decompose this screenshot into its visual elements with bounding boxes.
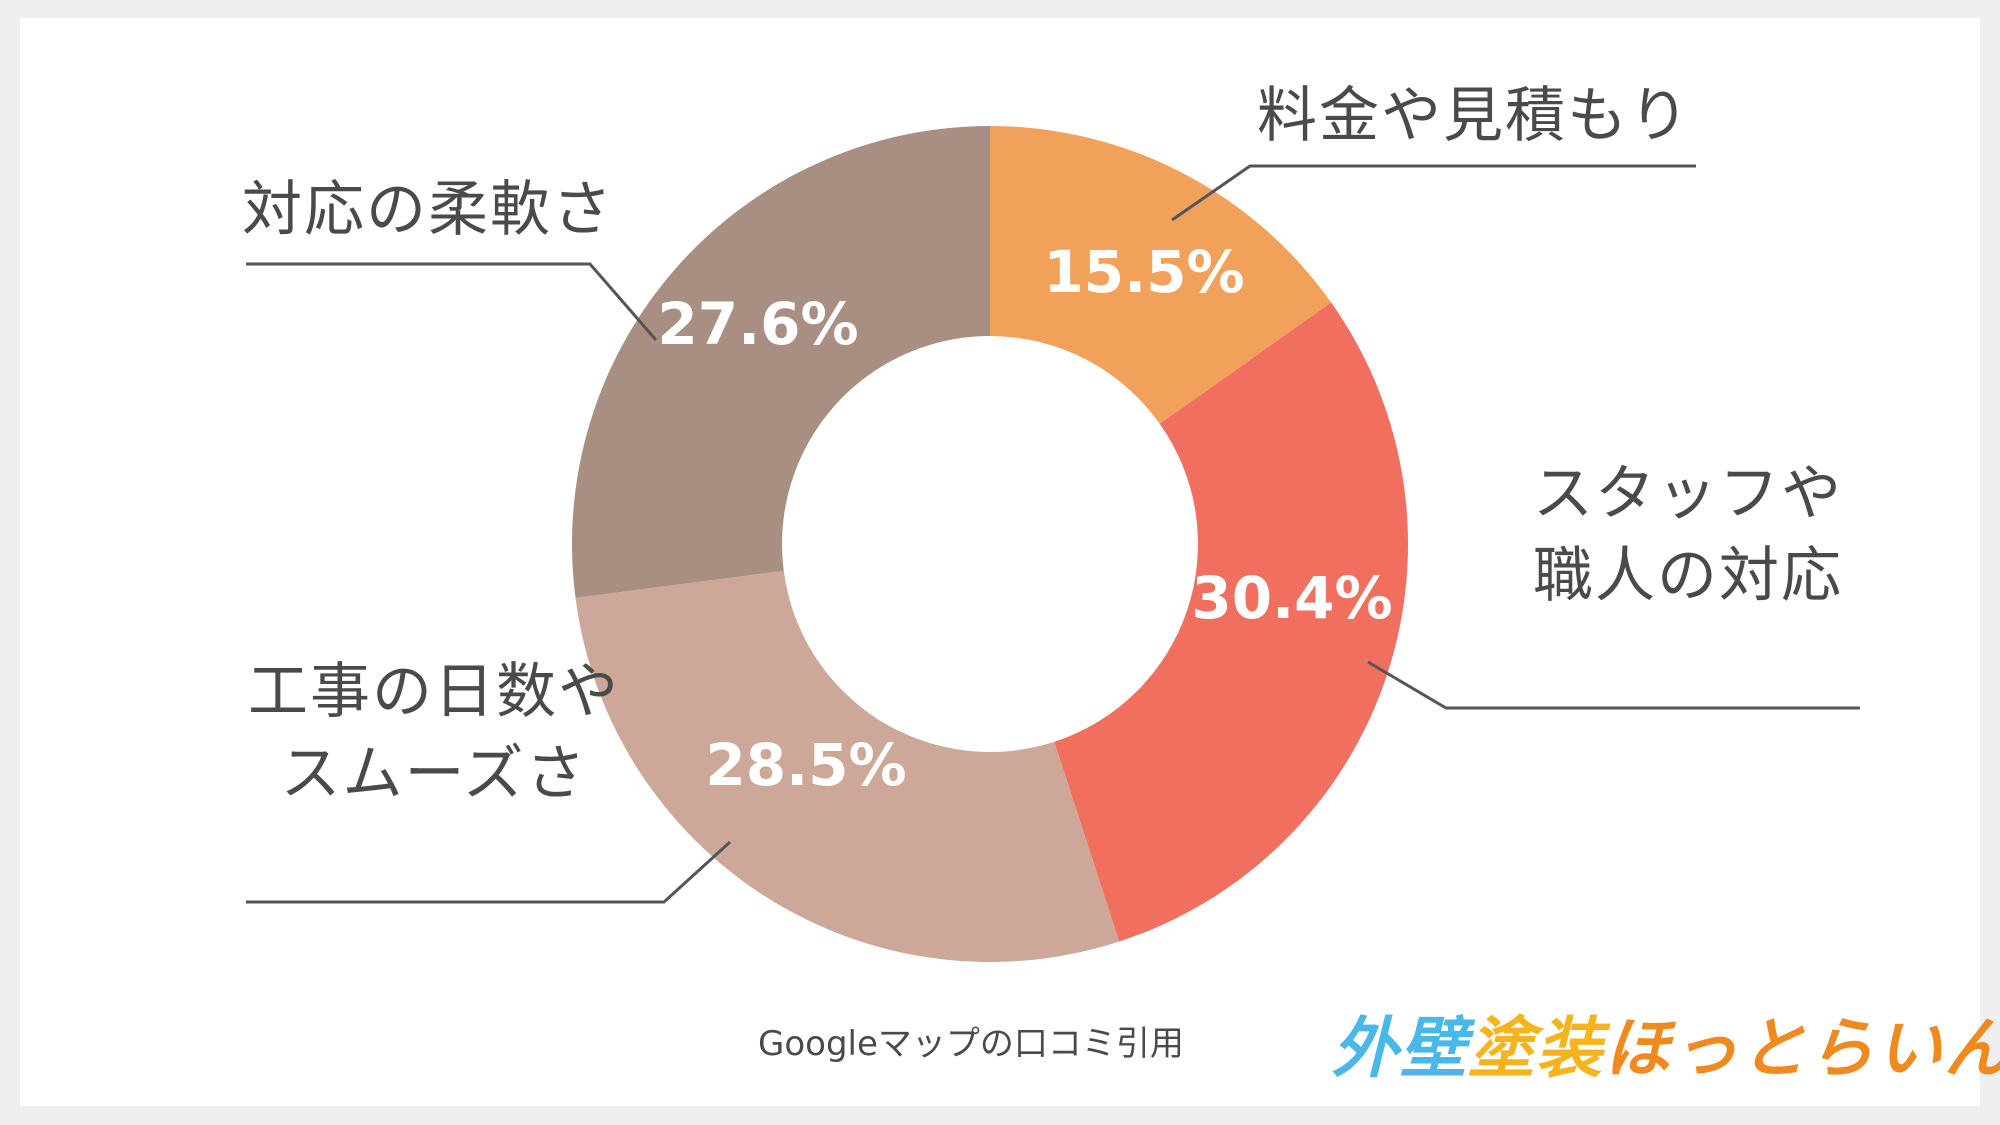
leader-line-2 — [1367, 660, 1860, 710]
brand-logo: 外壁塗装ほっとらいん — [1332, 995, 2000, 1091]
logo-char: 装 — [1536, 1010, 1604, 1087]
logo-char: ん — [1944, 995, 2000, 1091]
logo-char: と — [1740, 1010, 1808, 1087]
logo-char: い — [1876, 1010, 1944, 1087]
leader-line-3 — [246, 840, 732, 904]
logo-char: っ — [1672, 1010, 1740, 1087]
leader-line-4 — [246, 262, 658, 341]
category-label-1: 料金や見積もり — [1257, 81, 1691, 151]
donut-slice-3 — [575, 570, 1120, 962]
category-label-3-line-1: 工事の日数や — [248, 657, 620, 727]
category-label-3-line-2: スムーズさ — [281, 739, 588, 809]
donut-slice-1 — [990, 126, 1332, 424]
donut-slice-2 — [1054, 302, 1408, 942]
logo-char: 塗 — [1468, 1010, 1536, 1087]
value-label-4: 27.6% — [657, 290, 858, 358]
value-label-1: 15.5% — [1043, 238, 1244, 306]
leader-line-1 — [1171, 164, 1696, 222]
category-label-2-line-2: 職人の対応 — [1533, 541, 1843, 611]
logo-char: 外 — [1332, 1010, 1400, 1087]
logo-char: 壁 — [1400, 1010, 1468, 1087]
logo-char: ら — [1808, 1010, 1876, 1087]
logo-char: ほ — [1604, 1010, 1672, 1087]
category-label-2-line-1: スタッフや — [1533, 459, 1843, 529]
category-label-4: 対応の柔軟さ — [242, 175, 614, 245]
source-note: Googleマップの口コミ引用 — [758, 1024, 1184, 1064]
value-label-3: 28.5% — [705, 731, 906, 799]
value-label-2: 30.4% — [1191, 564, 1392, 632]
donut-slice-4 — [571, 126, 990, 598]
